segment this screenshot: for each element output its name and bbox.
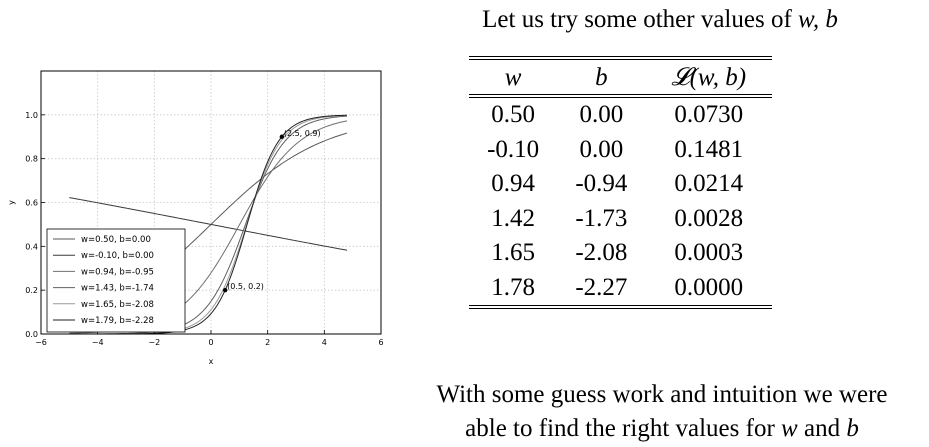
legend-label: w=0.50, b=0.00 bbox=[81, 235, 151, 245]
cell-loss: 0.0028 bbox=[674, 204, 744, 232]
cell-loss: 0.0000 bbox=[674, 273, 744, 301]
sigmoid-plot: −6 −4 −2 0 2 4 6 0.0 0.2 0.4 0.6 0.8 1.0 x y (2.5, 0.9… bbox=[7, 70, 384, 366]
cell-w: 1.78 bbox=[491, 273, 535, 301]
cell-loss: 0.0730 bbox=[674, 101, 744, 129]
y-tick-label: 0.2 bbox=[25, 286, 38, 295]
cell-b: -2.27 bbox=[575, 273, 628, 301]
slide-heading: Let us try some other values of w, b bbox=[400, 6, 920, 34]
x-tick-label: 2 bbox=[265, 338, 270, 347]
parameter-table: w b 𝓛(w, b) 0.50 0.00 0.0730 -0.10 0.00 0.148… bbox=[469, 56, 772, 309]
cell-b: -1.73 bbox=[575, 204, 628, 232]
footer-and: and bbox=[803, 415, 841, 442]
table-row: 1.65 -2.08 0.0003 bbox=[469, 236, 772, 271]
y-tick-label: 0.6 bbox=[25, 199, 38, 208]
legend-box bbox=[46, 228, 186, 333]
data-point-label: (2.5, 0.9) bbox=[284, 129, 321, 138]
footer-var-w: w bbox=[781, 415, 798, 442]
cell-b: 0.00 bbox=[579, 101, 624, 129]
cell-loss: 0.0003 bbox=[674, 239, 744, 267]
table-row: 1.78 -2.27 0.0000 bbox=[469, 271, 772, 307]
x-tick-label: −6 bbox=[35, 338, 47, 347]
legend-label: w=1.43, b=-1.74 bbox=[81, 284, 154, 294]
header-w: w bbox=[504, 64, 522, 91]
series-line bbox=[69, 197, 348, 251]
x-tick-label: 6 bbox=[378, 338, 383, 347]
x-tick-label: −2 bbox=[148, 338, 160, 347]
cell-b: 0.00 bbox=[579, 135, 624, 163]
table-row: 0.50 0.00 0.0730 bbox=[469, 96, 772, 133]
y-axis-label: y bbox=[7, 200, 16, 205]
data-point bbox=[279, 134, 285, 139]
table-row: -0.10 0.00 0.1481 bbox=[469, 133, 772, 168]
cell-w: 1.42 bbox=[491, 204, 535, 232]
footer-var-b: b bbox=[846, 415, 859, 442]
y-tick-label: 0.0 bbox=[25, 330, 38, 339]
data-point-label: (0.5, 0.2) bbox=[227, 282, 264, 291]
header-b: b bbox=[595, 64, 608, 91]
legend-label: w=-0.10, b=0.00 bbox=[81, 251, 154, 261]
cell-w: 0.94 bbox=[491, 170, 535, 198]
heading-text: Let us try some other values of bbox=[482, 6, 792, 33]
cell-w: -0.10 bbox=[487, 135, 540, 163]
x-axis-label: x bbox=[209, 357, 214, 366]
x-tick-label: 4 bbox=[322, 338, 327, 347]
table-header-row: w b 𝓛(w, b) bbox=[469, 58, 772, 96]
heading-vars: w, b bbox=[798, 6, 838, 33]
cell-loss: 0.1481 bbox=[674, 135, 744, 163]
footer-line-1: With some guess work and intuition we we… bbox=[436, 381, 888, 408]
cell-w: 0.50 bbox=[491, 101, 535, 129]
cell-b: -0.94 bbox=[575, 170, 628, 198]
cell-loss: 0.0214 bbox=[674, 170, 744, 198]
data-point bbox=[222, 287, 228, 293]
table-row: 1.42 -1.73 0.0028 bbox=[469, 202, 772, 237]
plot-points: (2.5, 0.9) (0.5, 0.2) bbox=[222, 129, 321, 293]
plot-legend: w=0.50, b=0.00 w=-0.10, b=0.00 w=0.94, b=-… bbox=[46, 228, 186, 333]
x-tick-label: −4 bbox=[92, 338, 104, 347]
footer-line-2-text: able to find the right values for bbox=[465, 415, 775, 442]
y-tick-label: 1.0 bbox=[25, 111, 38, 120]
y-tick-label: 0.8 bbox=[25, 155, 38, 164]
header-loss: 𝓛(w, b) bbox=[671, 64, 747, 91]
x-tick-label: 0 bbox=[208, 338, 213, 347]
legend-label: w=0.94, b=-0.95 bbox=[81, 267, 154, 277]
cell-w: 1.65 bbox=[491, 239, 535, 267]
table-row: 0.94 -0.94 0.0214 bbox=[469, 167, 772, 202]
legend-label: w=1.65, b=-2.08 bbox=[81, 300, 154, 310]
y-tick-label: 0.4 bbox=[25, 242, 38, 251]
footer-line-2: able to find the right values for w and … bbox=[395, 412, 929, 446]
slide-footer: With some guess work and intuition we we… bbox=[395, 378, 929, 446]
cell-b: -2.08 bbox=[575, 239, 628, 267]
legend-label: w=1.79, b=-2.28 bbox=[81, 316, 154, 326]
